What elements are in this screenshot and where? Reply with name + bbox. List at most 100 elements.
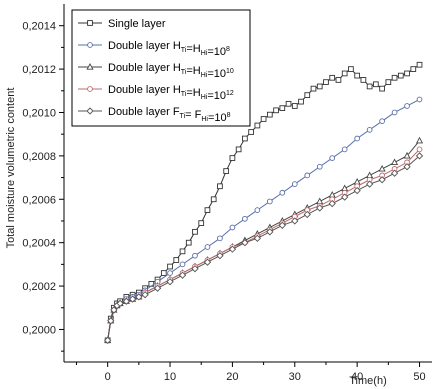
data-point (191, 265, 199, 273)
data-point (141, 291, 149, 299)
legend-label-main: Double layer H (108, 84, 181, 96)
x-tick-label: 20 (226, 371, 238, 383)
legend-label-part: =10 (207, 46, 226, 58)
data-point (248, 129, 254, 135)
data-point (316, 163, 323, 170)
legend-label-part: = F (185, 109, 201, 121)
data-point (379, 118, 385, 125)
data-point (216, 252, 224, 260)
data-point (173, 257, 180, 263)
data-point (204, 244, 211, 250)
legend-entry: Single layer (78, 18, 166, 30)
data-point (328, 190, 336, 198)
series-3 (104, 136, 424, 343)
data-point (391, 74, 398, 81)
data-point (341, 70, 348, 77)
data-point (341, 146, 348, 153)
x-tick-label: 10 (164, 371, 176, 383)
data-point (416, 96, 423, 103)
legend-label-part: Ti (181, 69, 187, 76)
data-point (353, 186, 361, 195)
legend-label: Double layer FTi= FHi=108 (108, 106, 231, 124)
legend-label-part: 10 (226, 68, 234, 75)
y-tick-label: 0,2000 (22, 324, 56, 336)
data-point (403, 151, 411, 159)
data-point (278, 221, 286, 229)
data-point (390, 169, 399, 177)
legend-box (71, 9, 251, 127)
data-point (266, 228, 274, 236)
data-point (316, 197, 324, 205)
x-axis-label: Time(h) (349, 375, 386, 387)
data-point (266, 198, 273, 205)
data-point (404, 70, 410, 77)
y-axis-label: Total moisture volumetric content (5, 88, 17, 249)
data-point (310, 85, 317, 92)
data-point (378, 164, 386, 172)
data-point (217, 235, 223, 242)
data-point (260, 116, 267, 122)
data-point (242, 215, 248, 222)
legend-label-part: 8 (226, 46, 230, 53)
data-point (298, 98, 304, 105)
data-point (110, 306, 118, 314)
data-point (348, 66, 354, 72)
y-tick-label: 0,2010 (22, 107, 56, 119)
data-point (254, 122, 261, 129)
series-line (107, 140, 420, 341)
legend-label: Single layer (108, 18, 166, 30)
data-point (291, 217, 299, 225)
data-point (179, 261, 186, 268)
data-point (341, 184, 349, 192)
data-point (391, 109, 398, 116)
legend-entry: Double layer FTi= FHi=108 (78, 106, 231, 124)
data-point (198, 220, 205, 226)
data-point (160, 270, 167, 276)
axes: 0,2000 0,2002 0,2004 0,2006 0,2008 0,2010 0,20… (22, 4, 432, 383)
data-point (104, 336, 112, 344)
legend-label-part: =H (186, 65, 200, 77)
legend-label-main: Single layer (108, 18, 166, 30)
x-tick-label: 30 (289, 371, 301, 383)
legend-label-part: Hi (201, 94, 208, 101)
data-point (410, 66, 417, 72)
data-point (403, 163, 411, 171)
x-tick-label: 50 (413, 371, 425, 383)
data-point (192, 228, 198, 235)
data-point (285, 100, 292, 107)
legend-entry: Double layer HTi=HHi=1012 (78, 84, 234, 102)
data-point (415, 152, 424, 160)
series-4 (104, 146, 423, 344)
data-point (341, 193, 349, 201)
legend-entry: Double layer HTi=HHi=108 (78, 40, 230, 58)
legend-label: Double layer HTi=HHi=108 (108, 40, 230, 58)
data-point (360, 77, 367, 83)
x-tick-label: 40 (351, 371, 363, 383)
y-tick-label: 0,2002 (22, 281, 56, 293)
legend-marker (87, 42, 93, 48)
legend-label-part: =H (186, 87, 200, 99)
series-line (107, 99, 420, 341)
legend-label-part: Hi (201, 50, 208, 57)
data-point (210, 196, 217, 203)
data-point (179, 248, 186, 255)
data-point (365, 180, 374, 188)
y-tick-label: 0,2004 (22, 238, 56, 250)
data-point (273, 107, 279, 114)
data-point (379, 85, 385, 92)
data-point (235, 146, 242, 153)
legend-label-main: Double layer H (108, 62, 181, 74)
data-point (397, 72, 404, 79)
data-point (335, 77, 342, 83)
legend-label-part: Ti (180, 113, 186, 120)
data-point (373, 81, 379, 88)
data-point (167, 270, 173, 276)
y-tick-label: 0,2006 (22, 194, 56, 206)
data-point (135, 293, 143, 301)
data-point (316, 204, 324, 212)
series-5 (104, 152, 424, 344)
data-point (241, 239, 249, 247)
data-point (391, 158, 399, 166)
